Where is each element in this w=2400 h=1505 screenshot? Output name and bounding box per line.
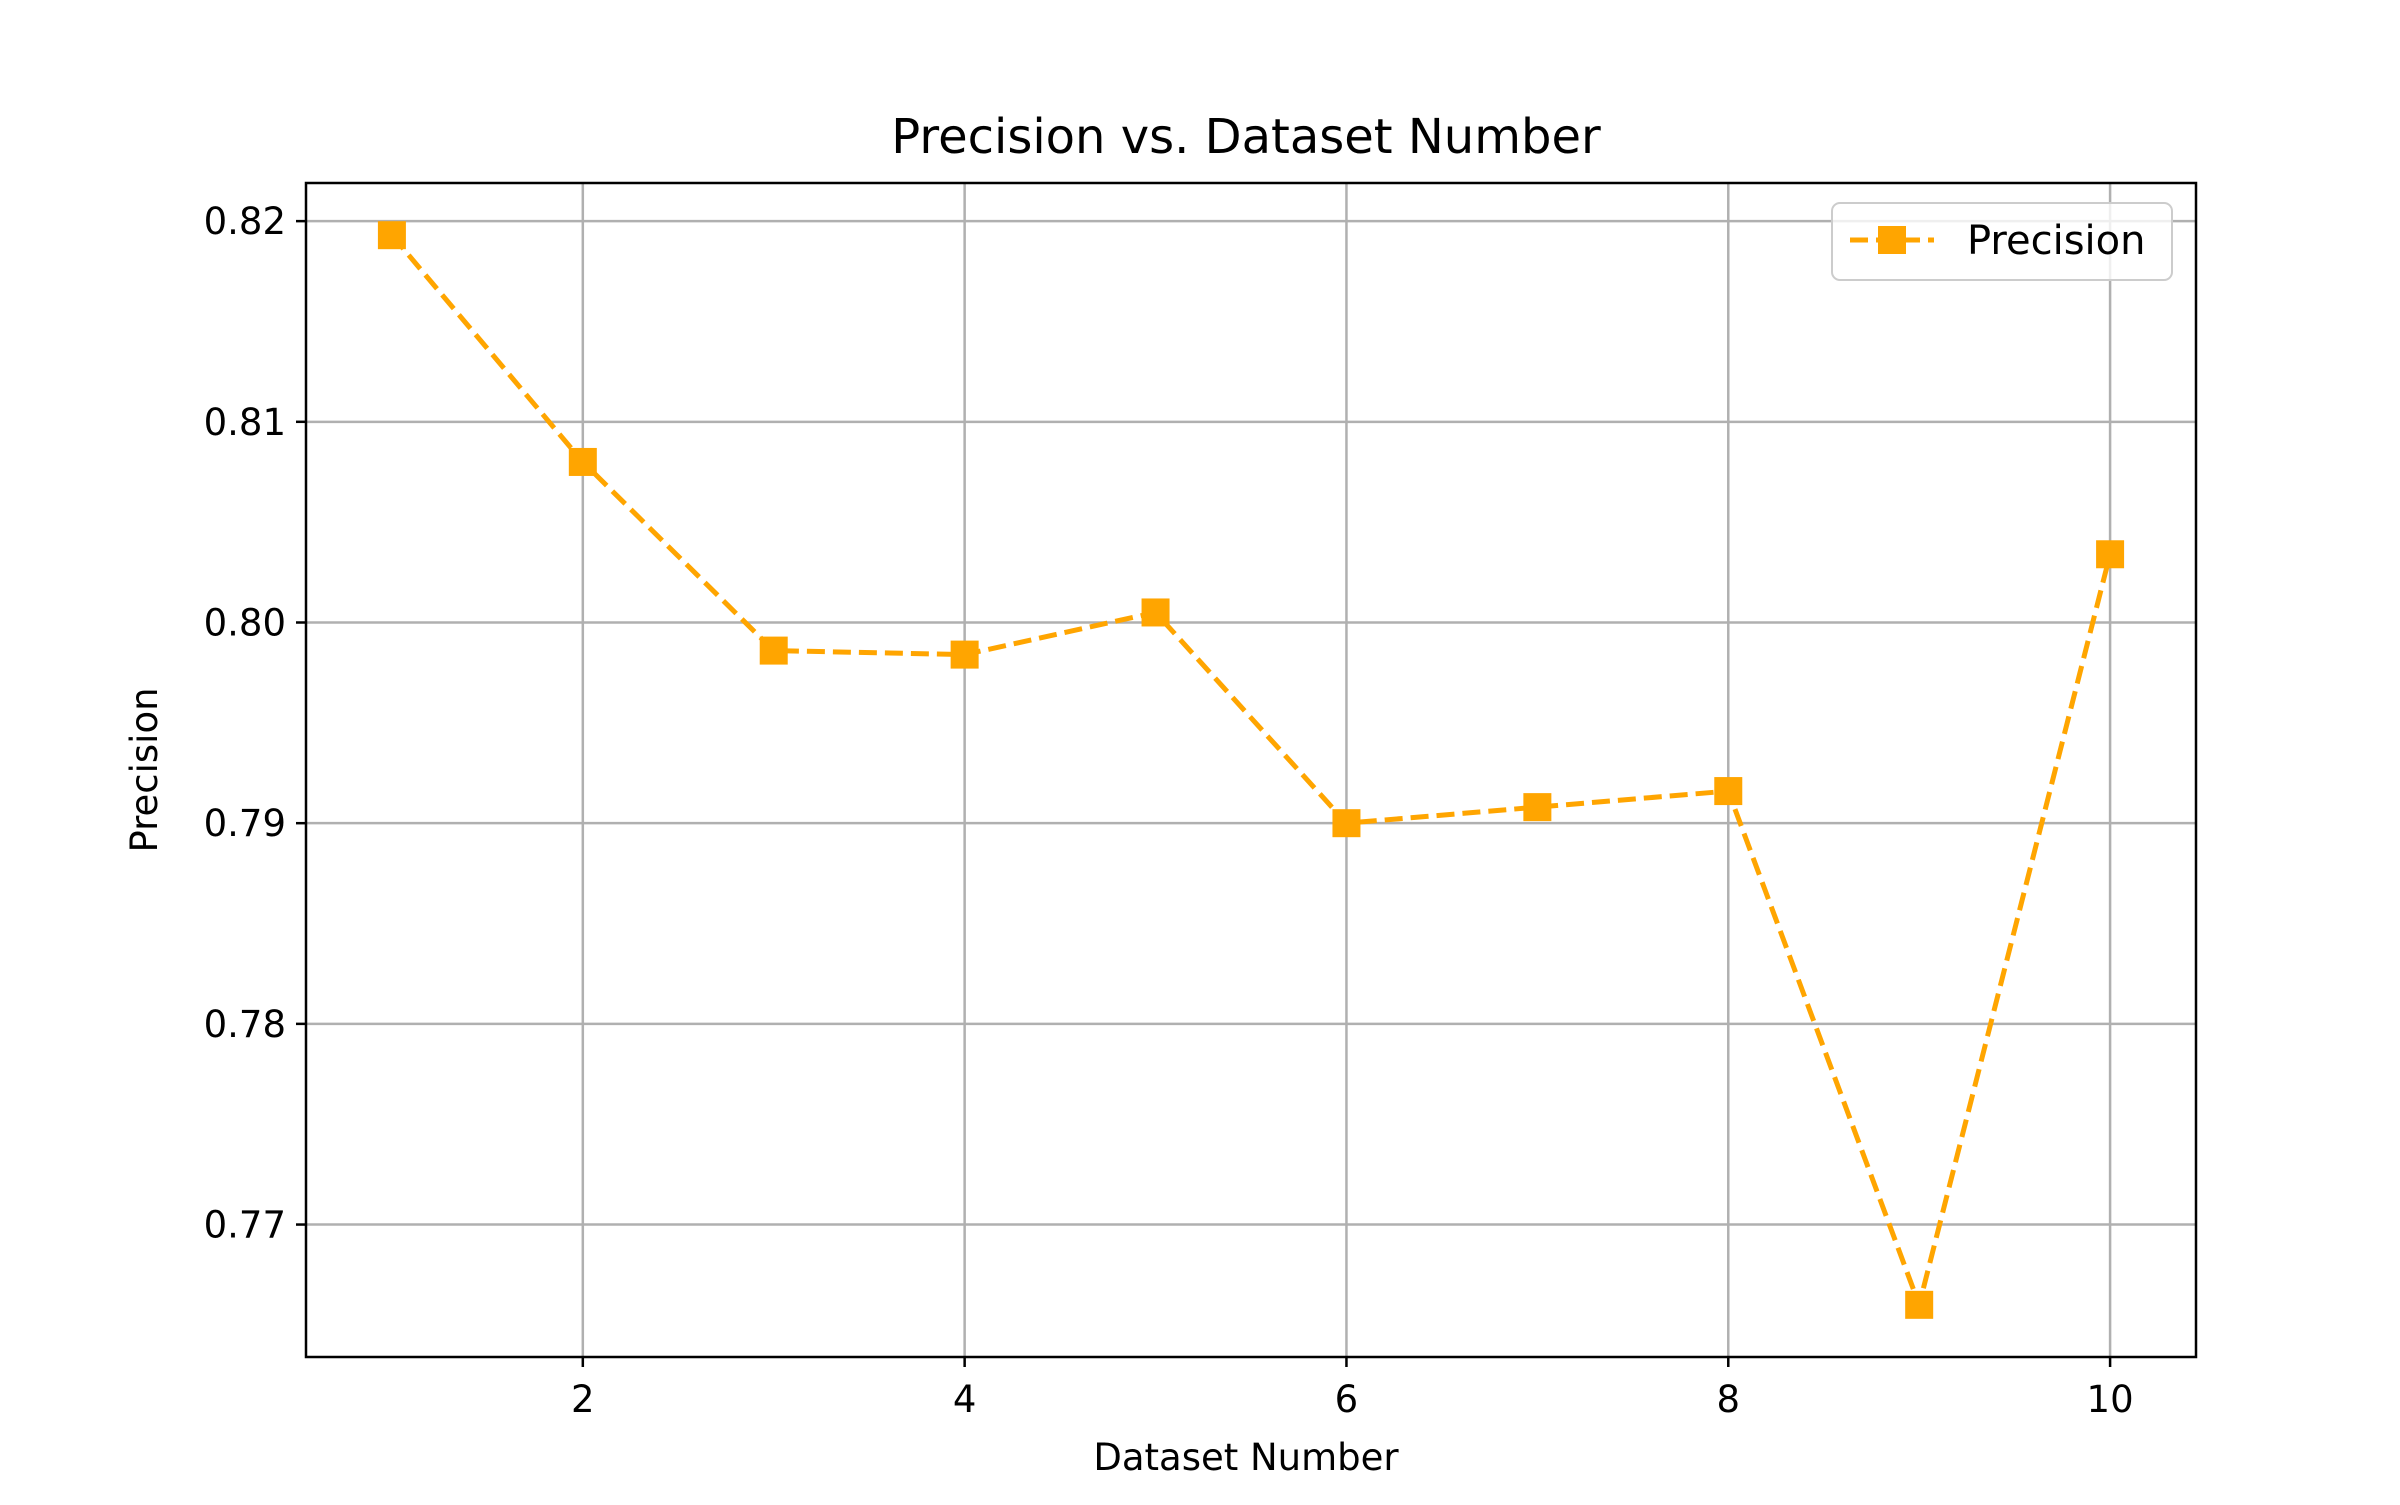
data-point-marker [759,636,788,665]
series-layer [377,221,2125,1319]
data-point-marker [1523,793,1552,822]
data-point-marker [950,640,979,669]
x-axis-label: Dataset Number [1093,1436,1399,1479]
data-point-marker [568,447,597,476]
y-axis-label: Precision [123,687,166,852]
data-point-marker [1332,809,1361,838]
legend-label: Precision [1967,218,2145,264]
y-tick-label: 0.81 [204,401,286,444]
x-tick-label: 2 [571,1378,595,1421]
x-tick-label: 10 [2087,1378,2134,1421]
legend-marker-square [1878,226,1906,254]
x-tick-layer: 2 4 6 8 10 [571,1357,2134,1421]
x-tick-label: 4 [953,1378,977,1421]
data-point-marker [1714,777,1743,806]
y-tick-label: 0.80 [204,601,286,644]
y-tick-label: 0.77 [204,1204,286,1247]
chart-title: Precision vs. Dataset Number [891,109,1601,165]
data-point-marker [2096,540,2125,569]
grid-layer [306,183,2196,1357]
x-tick-label: 8 [1716,1378,1740,1421]
legend-box [1831,202,2173,281]
legend: Precision [1831,202,2173,281]
y-tick-label: 0.82 [204,200,286,243]
series-line [389,233,2113,1308]
x-tick-label: 6 [1335,1378,1359,1421]
data-point-marker [1141,598,1170,627]
data-point-marker [1905,1290,1934,1319]
y-tick-label: 0.78 [204,1003,286,1046]
data-point-marker [377,221,406,250]
y-tick-label: 0.79 [204,802,286,845]
plot-frame [304,181,2198,1359]
y-tick-layer: 0.77 0.78 0.79 0.80 0.81 0.82 [204,200,306,1247]
